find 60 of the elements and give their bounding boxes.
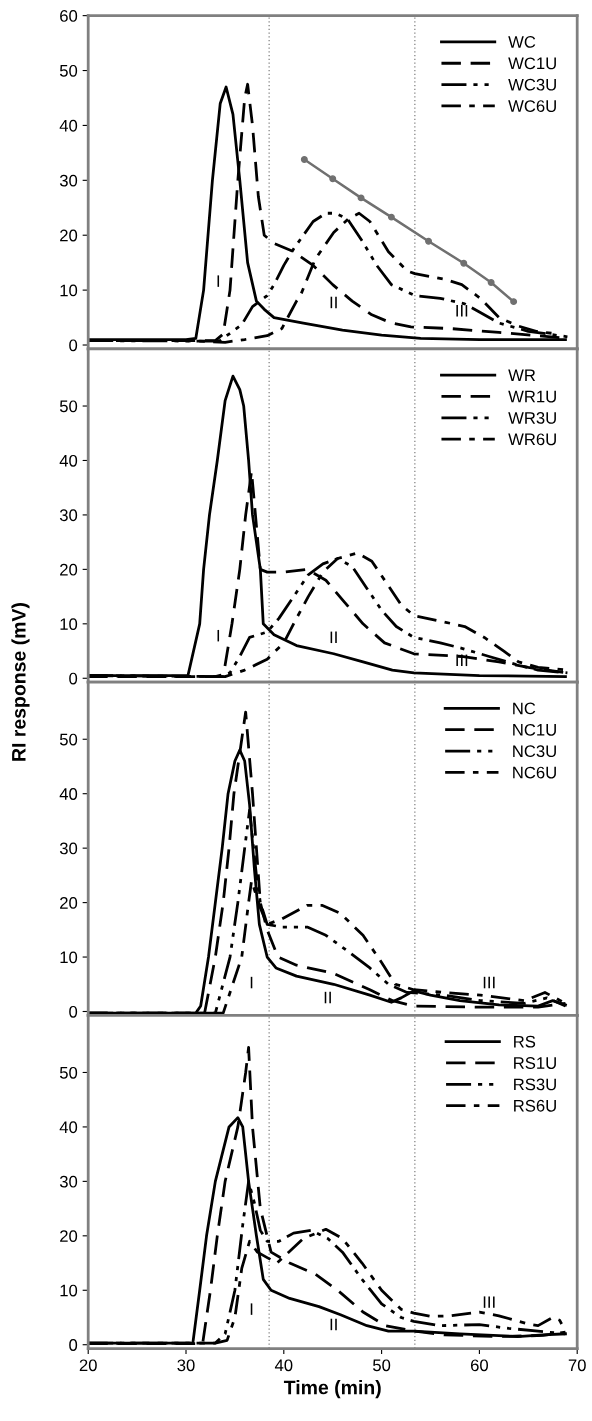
legend-label: WR3U bbox=[508, 412, 556, 424]
annotation: I bbox=[250, 1303, 253, 1315]
legend-label: WC6U bbox=[508, 100, 556, 112]
legend-label: NC bbox=[513, 702, 536, 715]
annotation: II bbox=[324, 991, 331, 1004]
x-tick-label: 70 bbox=[568, 1359, 586, 1372]
x-axis-title: Time (min) bbox=[283, 1380, 381, 1399]
legend-label: WC1U bbox=[508, 57, 556, 70]
x-tick-label: 30 bbox=[177, 1359, 195, 1372]
y-tick-label: 20 bbox=[60, 897, 78, 909]
legend-label: NC6U bbox=[513, 766, 556, 779]
y-tick-label: 0 bbox=[69, 1339, 78, 1351]
y-tick-label: 50 bbox=[59, 733, 78, 746]
annotation: III bbox=[483, 1296, 495, 1308]
y-tick-label: 30 bbox=[59, 509, 78, 522]
x-tick-label: 60 bbox=[470, 1359, 489, 1372]
legend-label: WR6U bbox=[508, 433, 556, 446]
y-tick-label: 20 bbox=[60, 229, 78, 242]
x-tick-label: 50 bbox=[373, 1359, 391, 1372]
x-tick-label: 20 bbox=[79, 1359, 97, 1372]
y-tick-label: 10 bbox=[60, 951, 78, 964]
x-tick-label: 40 bbox=[274, 1359, 293, 1372]
legend-label: RS6U bbox=[514, 1099, 556, 1112]
y-tick-label: 20 bbox=[60, 563, 78, 576]
y-tick-label: 10 bbox=[60, 1284, 78, 1297]
legend-label: RS bbox=[514, 1035, 536, 1048]
y-tick-label: 10 bbox=[60, 284, 78, 297]
annotation: III bbox=[483, 976, 495, 989]
legend-label: WR1U bbox=[508, 390, 556, 403]
y-tick-label: 40 bbox=[59, 1121, 78, 1134]
y-tick-label: 30 bbox=[59, 1175, 78, 1188]
legend-label: NC1U bbox=[513, 723, 556, 736]
y-tick-label: 40 bbox=[59, 454, 78, 467]
y-tick-label: 30 bbox=[59, 174, 78, 187]
y-tick-label: 50 bbox=[59, 64, 78, 77]
annotation: I bbox=[250, 976, 253, 989]
y-tick-label: 0 bbox=[69, 339, 78, 352]
legend-label: WC3U bbox=[508, 78, 556, 91]
legend-label: WC bbox=[508, 36, 536, 48]
y-tick-label: 30 bbox=[59, 842, 78, 855]
y-tick-label: 50 bbox=[59, 400, 78, 413]
legend-label: RS1U bbox=[514, 1057, 556, 1069]
legend-label: WR bbox=[508, 369, 536, 381]
y-tick-label: 20 bbox=[60, 1230, 78, 1243]
legend-label: RS3U bbox=[514, 1078, 556, 1091]
annotation: II bbox=[330, 631, 337, 644]
annotation: I bbox=[217, 629, 220, 642]
y-tick-label: 0 bbox=[69, 672, 78, 685]
annotation: III bbox=[456, 305, 468, 317]
y-axis-title: RI response (mV) bbox=[11, 603, 30, 761]
y-tick-label: 60 bbox=[60, 10, 78, 22]
annotation: II bbox=[330, 1318, 337, 1331]
y-tick-label: 40 bbox=[59, 119, 78, 132]
legend-label: NC3U bbox=[513, 745, 556, 758]
y-tick-label: 40 bbox=[59, 788, 78, 800]
annotation: II bbox=[330, 296, 337, 309]
y-tick-label: 0 bbox=[69, 1005, 78, 1018]
y-tick-label: 10 bbox=[60, 618, 78, 631]
y-tick-label: 50 bbox=[59, 1066, 78, 1079]
annotation: I bbox=[217, 275, 220, 287]
